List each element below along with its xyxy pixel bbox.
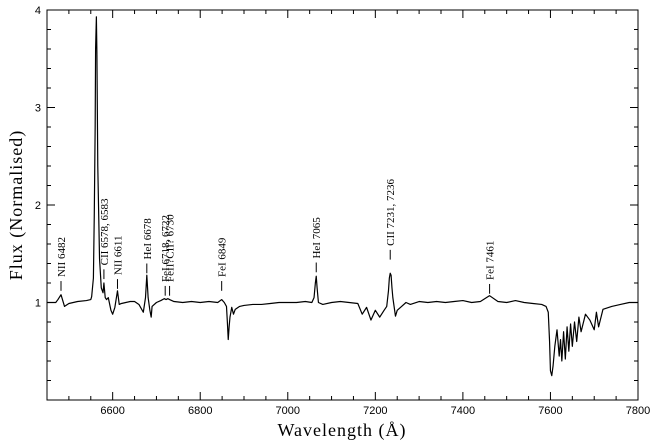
y-tick-label: 1: [35, 298, 41, 310]
x-tick-label: 7800: [626, 405, 650, 417]
x-tick-label: 7000: [276, 405, 300, 417]
annotation-label: FeI 6849: [217, 237, 229, 277]
x-tick-label: 7400: [451, 405, 475, 417]
x-tick-label: 7600: [538, 405, 562, 417]
y-tick-label: 4: [35, 5, 41, 17]
annotation-label: CII 6578, 6583: [99, 198, 111, 265]
y-tick-label: 2: [35, 200, 41, 212]
annotation-label: CII 7231, 7236: [385, 178, 397, 245]
annotation-label: NII 6482: [56, 237, 68, 277]
axis-ticks: [46, 9, 639, 401]
annotation-label: HeI 6678: [142, 218, 154, 260]
annotation-label: HeI 7065: [311, 217, 323, 259]
annotation-label: FeI 6718, 6722: [160, 215, 172, 282]
line-annotations: NII 6482 CII 6578, 6583 NII 6611 HeI 6678 Fe…: [56, 178, 497, 296]
annotation-label: FeII?CII? 6730: [165, 214, 177, 282]
x-tick-label: 7200: [363, 405, 387, 417]
spectrum-line: [47, 16, 638, 377]
x-axis-label: Wavelength (Å): [277, 420, 406, 441]
x-tick-label: 6800: [188, 405, 212, 417]
annotation-label: FeI 7461: [485, 241, 497, 280]
y-axis-label: Flux (Normalised): [6, 130, 27, 280]
x-tick-label: 6600: [100, 405, 124, 417]
tick-labels: 6600 6800 7000 7200 7400 7600 7800 1 2 3 4: [35, 5, 650, 417]
y-tick-label: 3: [35, 103, 41, 115]
annotation-label: NII 6611: [112, 235, 124, 275]
